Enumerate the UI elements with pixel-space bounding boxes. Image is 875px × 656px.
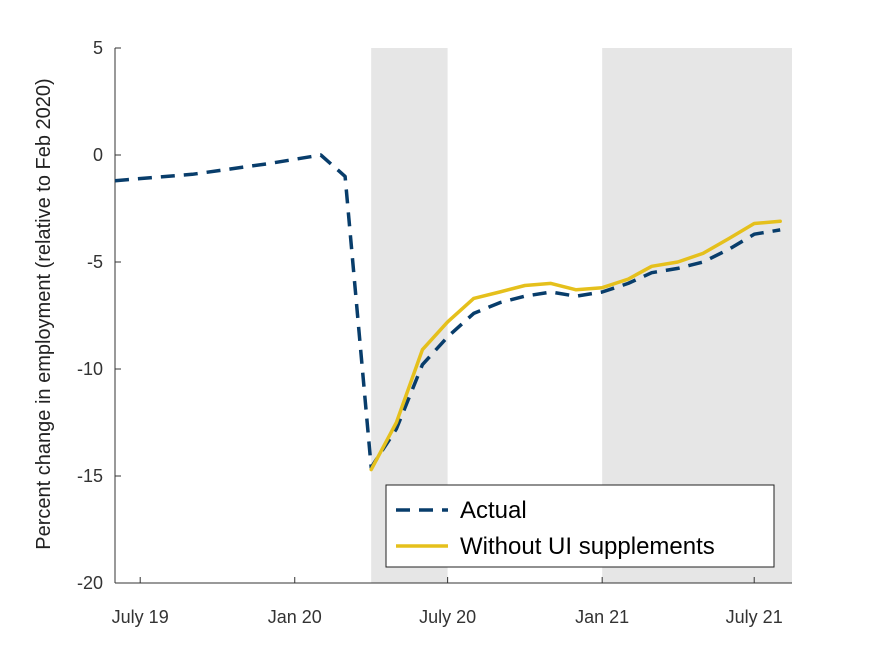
- x-tick-label: July 19: [112, 607, 169, 627]
- y-tick-label: -10: [77, 359, 103, 379]
- x-tick-label: Jan 21: [575, 607, 629, 627]
- x-tick-label: Jan 20: [268, 607, 322, 627]
- y-tick-label: -15: [77, 466, 103, 486]
- legend-label-2: Without UI supplements: [460, 533, 715, 560]
- y-tick-label: 5: [93, 38, 103, 58]
- axes: 5 0 -5 -10 -15 -20 July 19 Jan 20 July 20 Jan 21 J…: [77, 38, 792, 627]
- series-line-2: [369, 219, 782, 472]
- legend: Actual Without UI supplements: [385, 484, 775, 568]
- x-tick-label: July 21: [726, 607, 783, 627]
- series-line-1: [114, 153, 781, 470]
- y-axis-title-group: Percent change in employment (relative t…: [33, 78, 55, 549]
- y-tick-label: -20: [77, 573, 103, 593]
- y-tick-label: 0: [93, 145, 103, 165]
- y-tick-label: -5: [87, 252, 103, 272]
- x-tick-label: July 20: [419, 607, 476, 627]
- legend-box: [385, 484, 775, 568]
- series-lines: [114, 153, 782, 472]
- y-axis-title: Percent change in employment (relative t…: [33, 78, 55, 549]
- legend-label-1: Actual: [460, 497, 527, 524]
